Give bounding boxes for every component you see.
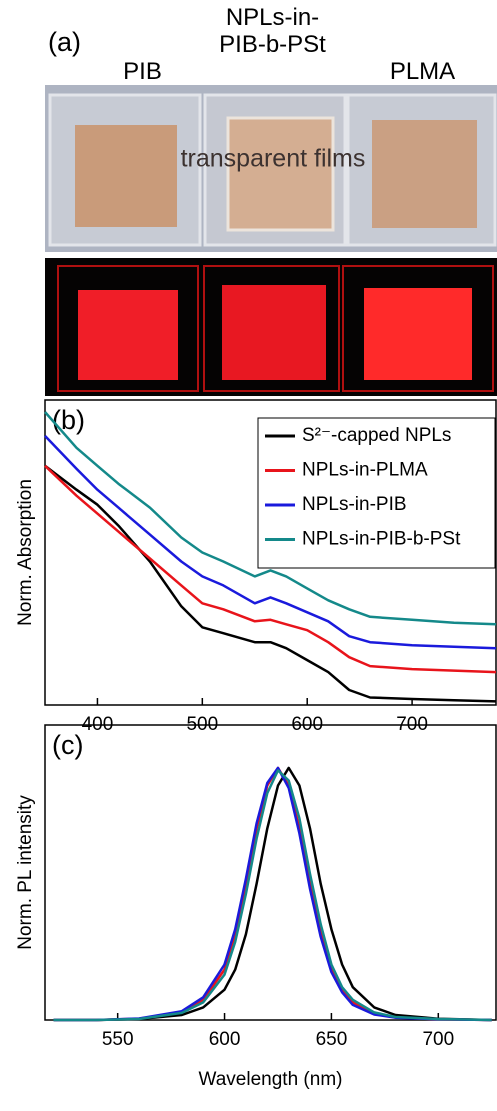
photo-uv xyxy=(45,258,497,396)
plot-frame xyxy=(44,399,497,706)
series-line xyxy=(53,766,492,1022)
photo-text: transparent films xyxy=(181,145,366,173)
series-line xyxy=(53,769,492,1022)
x-tick-label: 600 xyxy=(209,1029,241,1050)
panel-label: (c) xyxy=(52,730,83,760)
x-tick-label: 700 xyxy=(422,1029,454,1050)
column-label: PIB xyxy=(123,58,162,85)
y-axis-label: Norm. Absorption xyxy=(15,479,36,626)
legend-label: NPLs-in-PIB xyxy=(302,494,407,515)
series-line xyxy=(44,464,497,674)
x-axis-label: Wavelength (nm) xyxy=(199,1069,343,1090)
plot-frame xyxy=(44,724,497,1021)
series-line xyxy=(53,766,492,1022)
y-axis-label: Norm. PL intensity xyxy=(15,795,36,950)
series-line xyxy=(44,411,497,626)
photo-daylight: transparent films xyxy=(45,85,497,252)
legend-label: NPLs-in-PLMA xyxy=(302,460,428,481)
legend-label: S²⁻-capped NPLs xyxy=(302,425,451,446)
x-tick-label: 550 xyxy=(102,1029,134,1050)
series-line xyxy=(44,464,497,703)
legend-label: NPLs-in-PIB-b-PSt xyxy=(302,529,461,550)
panel-label: (b) xyxy=(52,405,85,435)
x-tick-label: 650 xyxy=(316,1029,348,1050)
legend-box xyxy=(257,417,496,569)
series-line xyxy=(44,435,497,650)
panel-label: (a) xyxy=(48,27,81,57)
column-label: PLMA xyxy=(389,58,456,85)
column-label: NPLs-in-PIB-b-PSt xyxy=(219,4,326,58)
